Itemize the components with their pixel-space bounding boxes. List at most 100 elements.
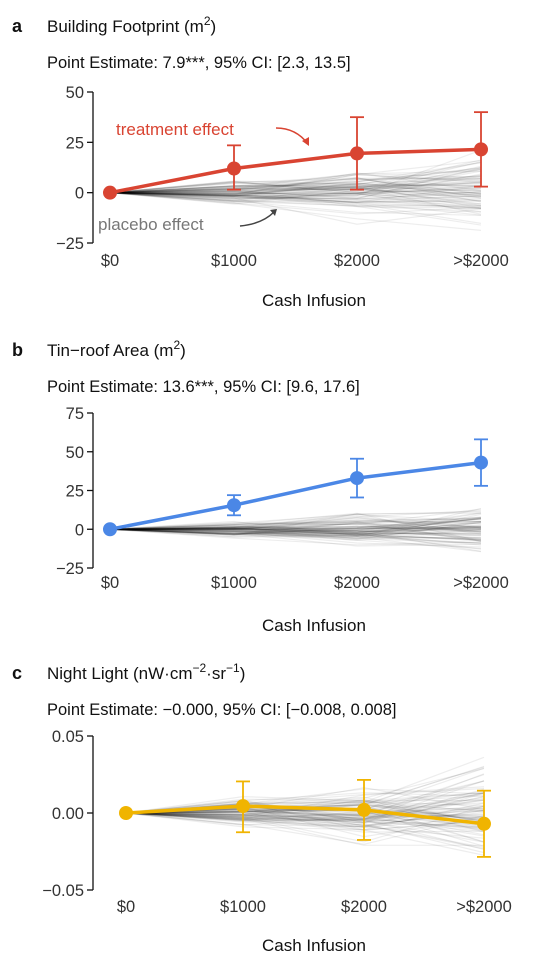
placebo-line: [109, 522, 482, 541]
placebo-line: [109, 525, 482, 531]
placebo-line: [109, 168, 482, 194]
placebo-line: [109, 522, 482, 533]
placebo-line: [109, 528, 482, 546]
placebo-line: [125, 792, 485, 814]
title-superscript: 2: [173, 338, 180, 352]
placebo-line: [109, 528, 482, 537]
x-axis-label: Cash Infusion: [262, 936, 366, 955]
panel-c: c Night Light (nW·cm−2·sr−1) Point Estimat…: [12, 661, 512, 955]
placebo-line: [109, 181, 482, 194]
placebo-line: [109, 159, 482, 197]
placebo-line: [125, 812, 485, 848]
placebo-line: [125, 807, 485, 817]
panel-letter: c: [12, 663, 22, 683]
placebo-line: [109, 524, 482, 537]
data-point: [474, 142, 488, 157]
placebo-line: [109, 518, 482, 534]
placebo-line: [109, 528, 482, 539]
placebo-line: [109, 527, 482, 535]
placebo-line: [125, 812, 485, 822]
placebo-line: [109, 185, 482, 206]
title-suffix: ): [211, 17, 217, 36]
placebo-line: [109, 183, 482, 197]
placebo-line: [109, 189, 482, 205]
y-tick-label: 50: [66, 84, 84, 102]
treatment-line: [109, 460, 482, 531]
placebo-line: [125, 812, 485, 830]
placebo-line: [109, 181, 482, 194]
y-tick-label: 50: [66, 444, 84, 462]
placebo-line: [109, 181, 482, 194]
panel-title: Night Light (nW·cm−2·sr−1): [47, 661, 245, 683]
placebo-line: [125, 809, 485, 831]
placebo-line: [109, 521, 482, 542]
placebo-line: [109, 527, 482, 542]
placebo-line: [109, 525, 482, 536]
placebo-line: [109, 512, 482, 542]
data-point: [350, 471, 364, 486]
placebo-line: [109, 174, 482, 194]
panel-title: Building Footprint (m2): [47, 14, 216, 36]
panel-title: Tin−roof Area (m2): [47, 338, 186, 360]
placebo-line: [109, 181, 482, 194]
placebo-line: [109, 517, 482, 530]
placebo-line: [109, 186, 482, 215]
placebo-line: [109, 161, 482, 203]
placebo-line: [109, 520, 482, 530]
placebo-line: [109, 178, 482, 196]
placebo-line: [109, 192, 482, 217]
placebo-line: [125, 780, 485, 817]
x-tick-label: $1000: [211, 252, 257, 270]
placebo-line: [125, 798, 485, 822]
title-superscript-2: −1: [226, 661, 240, 675]
placebo-line: [109, 508, 482, 530]
treatment-series: [103, 438, 488, 537]
placebo-line: [109, 520, 482, 536]
placebo-line: [125, 808, 485, 829]
placebo-line: [109, 185, 482, 198]
placebo-line: [109, 520, 482, 537]
placebo-line: [109, 192, 482, 209]
panel-letter: b: [12, 340, 23, 360]
y-tick-label: 75: [66, 405, 84, 423]
placebo-line: [109, 180, 482, 194]
placebo-line: [109, 170, 482, 194]
placebo-line: [109, 516, 482, 536]
placebo-line: [109, 192, 482, 213]
placebo-line: [125, 798, 485, 814]
placebo-line: [109, 167, 482, 194]
placebo-line: [125, 799, 485, 821]
placebo-line: [109, 513, 482, 530]
y-tick-label: 0: [75, 185, 84, 203]
placebo-line: [109, 528, 482, 539]
placebo-line: [109, 192, 482, 206]
x-tick-label: $2000: [334, 574, 380, 592]
placebo-line: [109, 192, 482, 208]
x-tick-label: $0: [101, 574, 119, 592]
placebo-line: [109, 191, 482, 204]
placebo-line: [109, 192, 482, 209]
placebo-line: [125, 787, 485, 818]
placebo-line: [125, 792, 485, 814]
placebo-line: [109, 160, 482, 196]
y-tick-label: −25: [56, 560, 84, 578]
title-suffix: ): [180, 341, 186, 360]
placebo-line: [125, 809, 485, 817]
placebo-line: [109, 192, 482, 205]
panel-letter: a: [12, 16, 23, 36]
placebo-line: [109, 526, 482, 530]
placebo-line: [109, 517, 482, 530]
placebo-line: [109, 187, 482, 195]
placebo-line: [125, 812, 485, 831]
placebo-line: [125, 800, 485, 829]
placebo-line: [109, 192, 482, 207]
placebo-line: [109, 528, 482, 541]
placebo-line: [109, 192, 482, 203]
placebo-line: [109, 527, 482, 535]
placebo-line: [125, 809, 485, 818]
annotation-arrow: [239, 211, 275, 227]
data-point: [103, 522, 117, 537]
placebo-line: [109, 188, 482, 199]
placebo-line: [109, 190, 482, 200]
placebo-line: [109, 192, 482, 210]
